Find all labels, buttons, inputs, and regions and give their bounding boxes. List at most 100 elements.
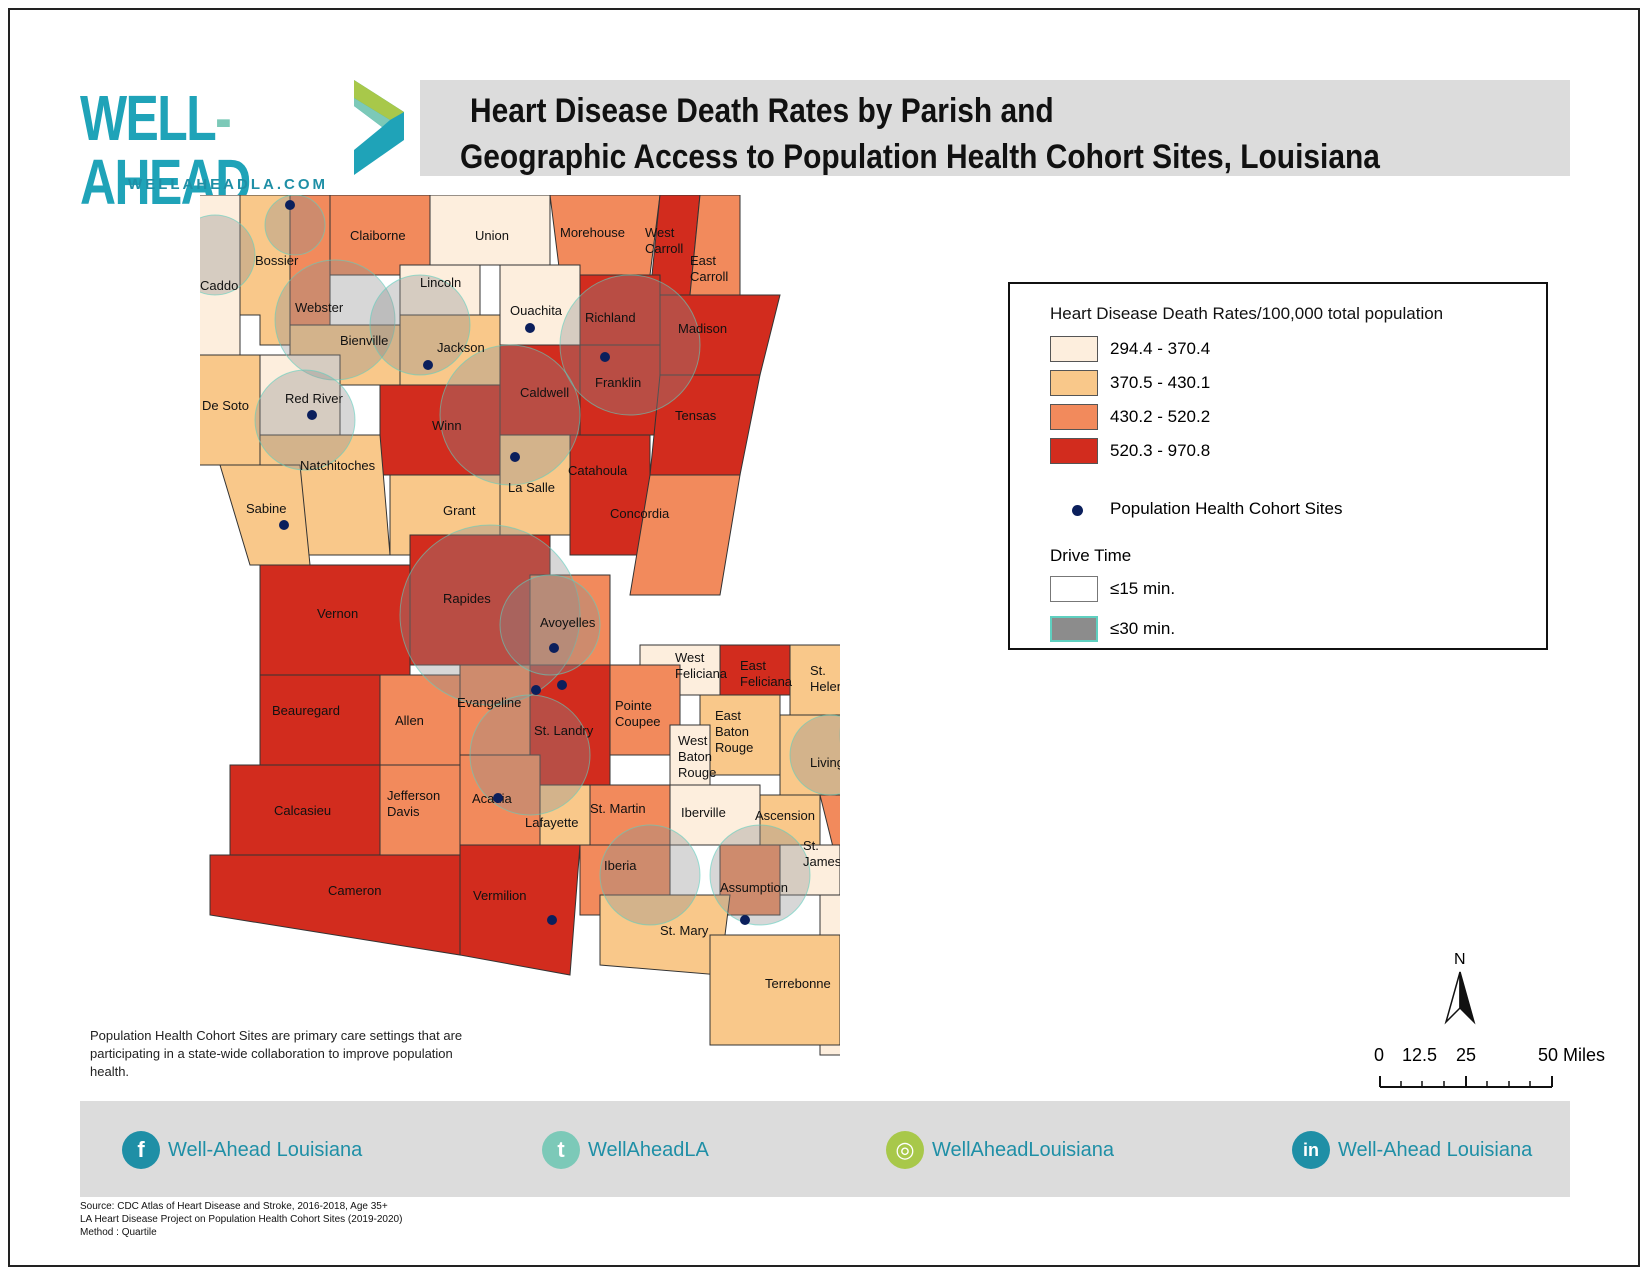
parish-vermilion[interactable] [459, 844, 581, 976]
legend-swatch [1050, 404, 1098, 430]
cohort-site-dot[interactable] [549, 643, 559, 653]
cohort-site-dot[interactable] [525, 323, 535, 333]
cohort-site-dot[interactable] [547, 915, 557, 925]
drive-30-zone [559, 274, 701, 416]
drive-time-zones [200, 195, 840, 926]
well-ahead-logo[interactable]: WELL-AHEAD WELLAHEADLA.COM [80, 80, 410, 214]
parish-label: Tensas [675, 408, 717, 423]
parish-label: Pointe Coupee [615, 698, 661, 729]
cohort-site-dot[interactable] [531, 685, 541, 695]
parish-label: St.Helena [810, 663, 840, 694]
facebook-icon: f [122, 1131, 160, 1169]
source-line-1: Source: CDC Atlas of Heart Disease and S… [80, 1201, 388, 1212]
scale-tick-50: 50 Miles [1538, 1045, 1606, 1065]
parish-label: Richland [585, 310, 636, 325]
parish-label: East Carroll [690, 253, 728, 284]
parish-label: Avoyelles [540, 615, 596, 630]
title-banner: Heart Disease Death Rates by Parish and … [420, 80, 1570, 176]
drive-30-zone [789, 714, 840, 796]
parish-label: West Feliciana [675, 650, 728, 681]
legend-drive-title: Drive Time [1050, 546, 1132, 565]
parish-label: Iberia [604, 858, 637, 873]
logo-url[interactable]: WELLAHEADLA.COM [128, 176, 328, 193]
instagram-link[interactable]: ◎ WellAheadLouisiana [886, 1131, 1114, 1169]
parish-label: Caldwell [520, 385, 569, 400]
chevron-logo-icon [354, 80, 404, 175]
parish-terrebonne[interactable] [709, 934, 840, 1046]
cohort-site-dot[interactable] [740, 915, 750, 925]
cohort-site-dots [279, 200, 750, 925]
parish-label: Caddo [200, 278, 238, 293]
legend-class-label: 430.2 - 520.2 [1110, 407, 1211, 426]
parish-concordia[interactable] [629, 474, 741, 596]
legend-site-label: Population Health Cohort Sites [1110, 499, 1343, 518]
legend-swatch [1050, 438, 1098, 464]
legend-swatch [1050, 616, 1098, 642]
parish-label: Morehouse [560, 225, 625, 240]
cohort-site-dot[interactable] [493, 793, 503, 803]
parish-label: Vernon [317, 606, 358, 621]
cohort-site-note: Population Health Cohort Sites are prima… [90, 1028, 463, 1079]
parish-bossier[interactable] [239, 195, 291, 346]
parish-assumption[interactable] [719, 844, 781, 916]
parish-label: De Soto [202, 398, 249, 413]
parish-label: Claiborne [350, 228, 406, 243]
parish-label: Calcasieu [274, 803, 331, 818]
north-label: N [1454, 951, 1466, 968]
cohort-site-dot[interactable] [600, 352, 610, 362]
cohort-site-dot[interactable] [557, 680, 567, 690]
parish-label: West Baton Rouge [678, 733, 716, 780]
parish-label: Vermilion [473, 888, 526, 903]
parish-label: Ascension [755, 808, 815, 823]
drive-30-zone [200, 214, 256, 296]
drive-30-zone [439, 344, 581, 486]
scale-line [1379, 1076, 1553, 1088]
parish-label: Lincoln [420, 275, 461, 290]
parish-label: Jefferson Davis [387, 788, 440, 819]
scale-tick-0: 0 [1374, 1045, 1385, 1065]
parish-label: Bossier [255, 253, 299, 268]
twitter-icon: t [542, 1131, 580, 1169]
parish-label: Terrebonne [765, 976, 831, 991]
parish-shapes [200, 195, 840, 1056]
legend-class-label: 520.3 - 970.8 [1110, 441, 1211, 460]
parish-label: Grant [443, 503, 476, 518]
parish-label: St. Mary [660, 923, 709, 938]
scale-tick-25: 25 [1456, 1045, 1477, 1065]
parish-label: East Feliciana [740, 658, 793, 689]
drive-30-zone [254, 369, 356, 471]
scale-bar: 0 12.5 25 50 Miles [1370, 1045, 1620, 1090]
cohort-site-dot[interactable] [307, 410, 317, 420]
drive-30-zone [369, 274, 471, 376]
parish-label: Sabine [246, 501, 286, 516]
source-citation: Source: CDC Atlas of Heart Disease and S… [80, 1200, 402, 1239]
parish-label: West Carroll [645, 225, 683, 256]
cohort-site-dot[interactable] [510, 452, 520, 462]
legend-class-label: 294.4 - 370.4 [1110, 339, 1211, 358]
parish-st-helena[interactable] [789, 644, 840, 716]
cohort-site-dot[interactable] [279, 520, 289, 530]
parish-label: Ouachita [510, 303, 563, 318]
linkedin-link[interactable]: in Well-Ahead Louisiana [1292, 1131, 1532, 1169]
parish-label: Winn [432, 418, 462, 433]
parish-label: St. Landry [534, 723, 594, 738]
cohort-site-dot[interactable] [423, 360, 433, 370]
parish-label: Webster [295, 300, 344, 315]
facebook-link[interactable]: f Well-Ahead Louisiana [122, 1131, 362, 1169]
legend-drive-15-label: ≤15 min. [1110, 579, 1176, 598]
parish-label: St. Martin [590, 801, 646, 816]
map-title-line-1: Heart Disease Death Rates by Parish and [470, 92, 1054, 130]
parish-label: Livingston [810, 755, 840, 770]
parish-label: St. James [803, 838, 840, 869]
parish-label: La Salle [508, 480, 555, 495]
parish-catahoula[interactable] [569, 434, 651, 556]
parish-cameron[interactable] [209, 854, 461, 956]
map-title-line-2: Geographic Access to Population Health C… [460, 138, 1380, 176]
twitter-link[interactable]: t WellAheadLA [542, 1131, 709, 1169]
cohort-site-dot[interactable] [285, 200, 295, 210]
parish-beauregard[interactable] [259, 674, 381, 766]
louisiana-parish-map: Caddo Bossier Claiborne Union Morehouse West C… [200, 195, 840, 1056]
parish-label: Evangeline [457, 695, 521, 710]
parish-label: Natchitoches [300, 458, 376, 473]
legend-class-label: 370.5 - 430.1 [1110, 373, 1211, 392]
